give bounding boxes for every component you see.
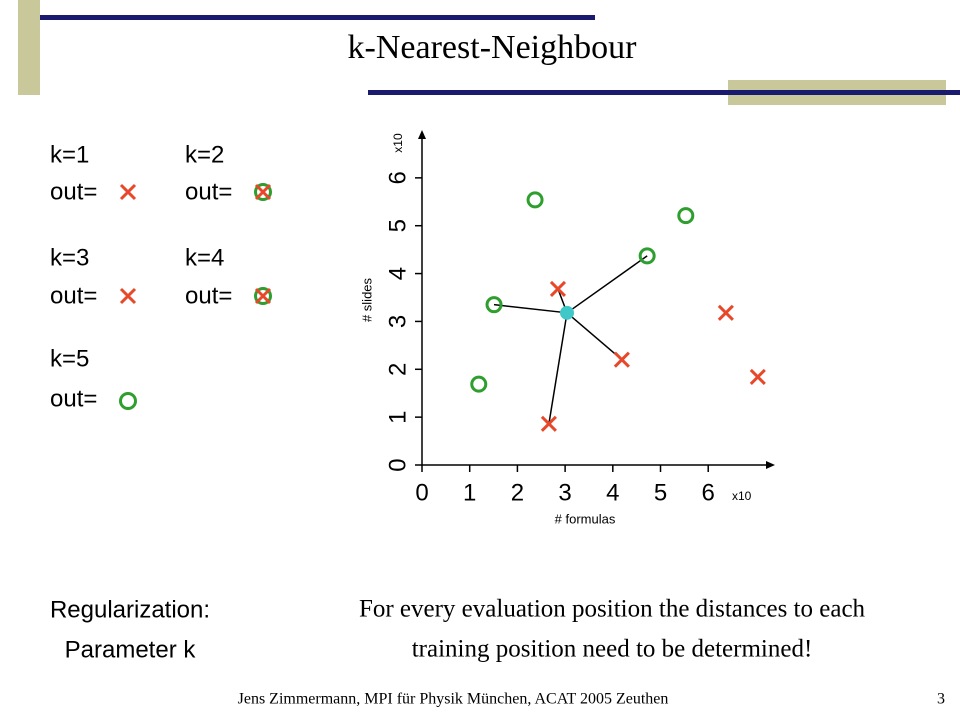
point bbox=[549, 280, 567, 297]
decor-line bbox=[40, 15, 595, 20]
circle-icon bbox=[254, 287, 272, 305]
y-tick-label: 4 bbox=[384, 267, 411, 280]
point bbox=[677, 207, 695, 225]
y-tick-label: 0 bbox=[384, 458, 411, 471]
point bbox=[613, 351, 630, 368]
x-tick-label: 6 bbox=[702, 479, 715, 506]
regularization: Parameter k bbox=[65, 636, 197, 663]
k-label: k=3 bbox=[50, 244, 89, 271]
y-tick-label: 3 bbox=[384, 315, 411, 328]
out-label: out= bbox=[50, 282, 97, 309]
footer: Jens Zimmermann, MPI für Physik München,… bbox=[238, 691, 669, 708]
x-tick-label: 4 bbox=[606, 479, 619, 506]
x-axis-arrow bbox=[766, 461, 775, 469]
k-label: k=2 bbox=[185, 141, 224, 168]
neighbour-line bbox=[566, 312, 623, 361]
out-label: out= bbox=[50, 178, 97, 205]
chart: 0 1 2 3 4 5 6 0 1 2 3 4 5 6 x10 x10 # formulas # slides bbox=[359, 130, 775, 526]
slide-title: k-Nearest-Neighbour bbox=[348, 29, 638, 66]
regularization: Regularization: bbox=[50, 596, 210, 623]
cross-icon bbox=[119, 287, 137, 305]
point bbox=[485, 296, 503, 314]
y-tick-label: 2 bbox=[384, 363, 411, 376]
x-tick-label: 5 bbox=[654, 479, 667, 506]
out-label: out= bbox=[185, 282, 232, 309]
x-tick-label: 0 bbox=[415, 479, 428, 506]
y-tick-label: 1 bbox=[384, 410, 411, 423]
neighbour-line bbox=[493, 303, 568, 314]
out-icons bbox=[119, 183, 272, 410]
y-axis-label: # slides bbox=[359, 277, 374, 322]
decor-bar bbox=[18, 0, 40, 95]
x-tick-label: 2 bbox=[511, 479, 524, 506]
k-label: k=5 bbox=[50, 345, 89, 372]
y-tick-label: 6 bbox=[384, 171, 411, 184]
neighbour-line bbox=[566, 255, 648, 314]
point bbox=[717, 304, 734, 321]
x-tick-label: 3 bbox=[558, 479, 571, 506]
out-label: out= bbox=[50, 385, 97, 412]
point bbox=[638, 247, 656, 265]
y-axis-arrow bbox=[418, 130, 426, 139]
x-axis-label: # formulas bbox=[555, 511, 616, 526]
circle-icon bbox=[254, 183, 272, 201]
out-label: out= bbox=[185, 178, 232, 205]
y-multiplier: x10 bbox=[391, 133, 405, 153]
cross-icon bbox=[119, 183, 137, 201]
decor-line bbox=[368, 90, 960, 95]
point bbox=[749, 368, 766, 386]
y-tick-label: 5 bbox=[384, 219, 411, 232]
x-tick-label: 1 bbox=[463, 479, 476, 506]
k-label: k=1 bbox=[50, 141, 89, 168]
cross-icon bbox=[254, 287, 272, 305]
neighbour-line bbox=[548, 312, 568, 424]
point bbox=[526, 191, 544, 209]
point bbox=[540, 415, 557, 432]
circle-icon bbox=[119, 392, 137, 410]
note: For every evaluation position the distan… bbox=[359, 596, 866, 623]
note: training position need to be determined! bbox=[412, 636, 813, 663]
cross-icon bbox=[254, 183, 272, 201]
query-point bbox=[560, 305, 575, 320]
k-label: k=4 bbox=[185, 244, 224, 271]
x-multiplier: x10 bbox=[732, 489, 752, 503]
page-number: 3 bbox=[937, 691, 945, 708]
point bbox=[470, 375, 488, 393]
